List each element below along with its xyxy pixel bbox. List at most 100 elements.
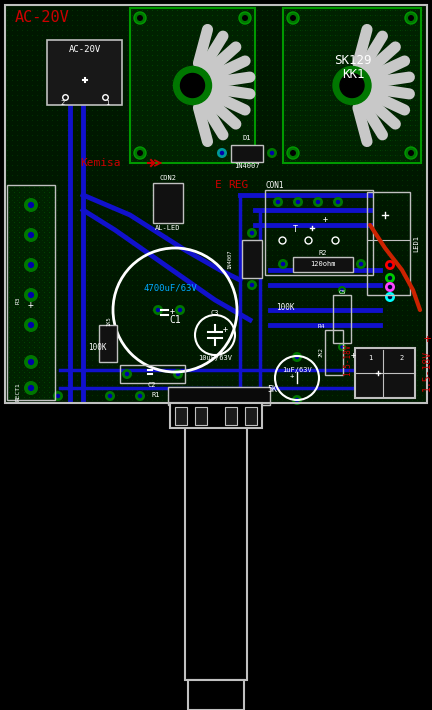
Circle shape (175, 195, 179, 200)
Text: T: T (292, 226, 298, 234)
Circle shape (172, 192, 182, 202)
Circle shape (270, 151, 274, 155)
Bar (99, 325, 117, 362)
Circle shape (102, 72, 108, 79)
Circle shape (125, 372, 129, 376)
Circle shape (360, 358, 364, 362)
Circle shape (405, 355, 415, 365)
Circle shape (239, 147, 251, 159)
Circle shape (28, 232, 34, 238)
Circle shape (258, 394, 262, 398)
Circle shape (340, 74, 364, 97)
Circle shape (385, 273, 395, 283)
Text: 1: 1 (368, 355, 372, 361)
Circle shape (247, 280, 257, 290)
Bar (265, 190, 373, 275)
Text: AC-20V: AC-20V (15, 11, 70, 26)
Text: 1N4007: 1N4007 (228, 249, 232, 269)
Circle shape (267, 148, 277, 158)
Text: 2: 2 (400, 355, 404, 361)
Text: CON2: CON2 (159, 175, 177, 181)
Text: 1uF/63V: 1uF/63V (282, 367, 312, 373)
Text: 2: 2 (61, 100, 65, 106)
Circle shape (198, 394, 202, 398)
Text: SK129: SK129 (334, 53, 372, 67)
Circle shape (287, 12, 299, 24)
Text: +: + (323, 216, 327, 224)
Circle shape (176, 372, 180, 376)
Bar (188, 680, 244, 710)
Circle shape (405, 147, 417, 159)
Circle shape (290, 15, 296, 21)
Circle shape (385, 292, 395, 302)
Bar (5, 5, 427, 403)
Circle shape (247, 228, 257, 238)
Text: 1.5-18V: 1.5-18V (343, 344, 353, 376)
Circle shape (292, 395, 302, 405)
Circle shape (53, 391, 63, 401)
Text: +: + (290, 373, 294, 379)
Text: LED1: LED1 (413, 234, 419, 251)
Circle shape (137, 15, 143, 21)
Circle shape (295, 398, 299, 403)
Circle shape (28, 359, 34, 365)
Text: 5K: 5K (267, 386, 277, 395)
Bar (355, 348, 415, 398)
Circle shape (295, 355, 299, 359)
Text: RECT1: RECT1 (16, 383, 20, 401)
Circle shape (175, 211, 179, 215)
Circle shape (24, 318, 38, 332)
Circle shape (238, 394, 242, 398)
Circle shape (273, 197, 283, 207)
Circle shape (290, 150, 296, 156)
Circle shape (61, 72, 69, 79)
Circle shape (385, 260, 395, 270)
Bar (5, 5, 427, 403)
Bar (185, 403, 247, 680)
Bar (130, 8, 255, 163)
Circle shape (250, 231, 254, 235)
Circle shape (24, 258, 38, 272)
Text: +: + (350, 351, 356, 361)
Circle shape (178, 307, 182, 312)
Circle shape (408, 358, 412, 362)
Text: 10uF/63V: 10uF/63V (198, 355, 232, 361)
Circle shape (357, 355, 367, 365)
Text: KK1: KK1 (342, 68, 364, 82)
Circle shape (178, 394, 182, 398)
Text: REG: REG (228, 180, 248, 190)
Circle shape (388, 295, 392, 299)
Bar (195, 407, 207, 425)
Circle shape (155, 192, 165, 202)
Circle shape (195, 391, 205, 401)
Bar (231, 145, 263, 162)
Bar (325, 330, 343, 375)
Text: AC-20V: AC-20V (69, 45, 101, 55)
Text: R2: R2 (319, 250, 327, 256)
Text: +: + (28, 300, 34, 310)
Circle shape (174, 67, 212, 104)
Circle shape (24, 198, 38, 212)
Circle shape (135, 391, 145, 401)
Text: 1K5: 1K5 (107, 316, 111, 326)
Text: 1.5-18V: 1.5-18V (422, 349, 432, 390)
Text: D1: D1 (243, 135, 251, 141)
Circle shape (122, 369, 132, 379)
Text: C3: C3 (211, 310, 219, 316)
Circle shape (24, 381, 38, 395)
Text: R1: R1 (152, 392, 160, 398)
Text: R4: R4 (317, 324, 325, 329)
Circle shape (235, 391, 245, 401)
Bar (245, 407, 257, 425)
Circle shape (388, 275, 392, 280)
Bar (120, 365, 185, 383)
Circle shape (336, 200, 340, 204)
Circle shape (220, 151, 224, 155)
Circle shape (357, 385, 367, 395)
Circle shape (158, 211, 162, 215)
Circle shape (138, 394, 142, 398)
Circle shape (24, 355, 38, 369)
Circle shape (333, 197, 343, 207)
Bar (153, 183, 183, 223)
Circle shape (408, 388, 412, 392)
